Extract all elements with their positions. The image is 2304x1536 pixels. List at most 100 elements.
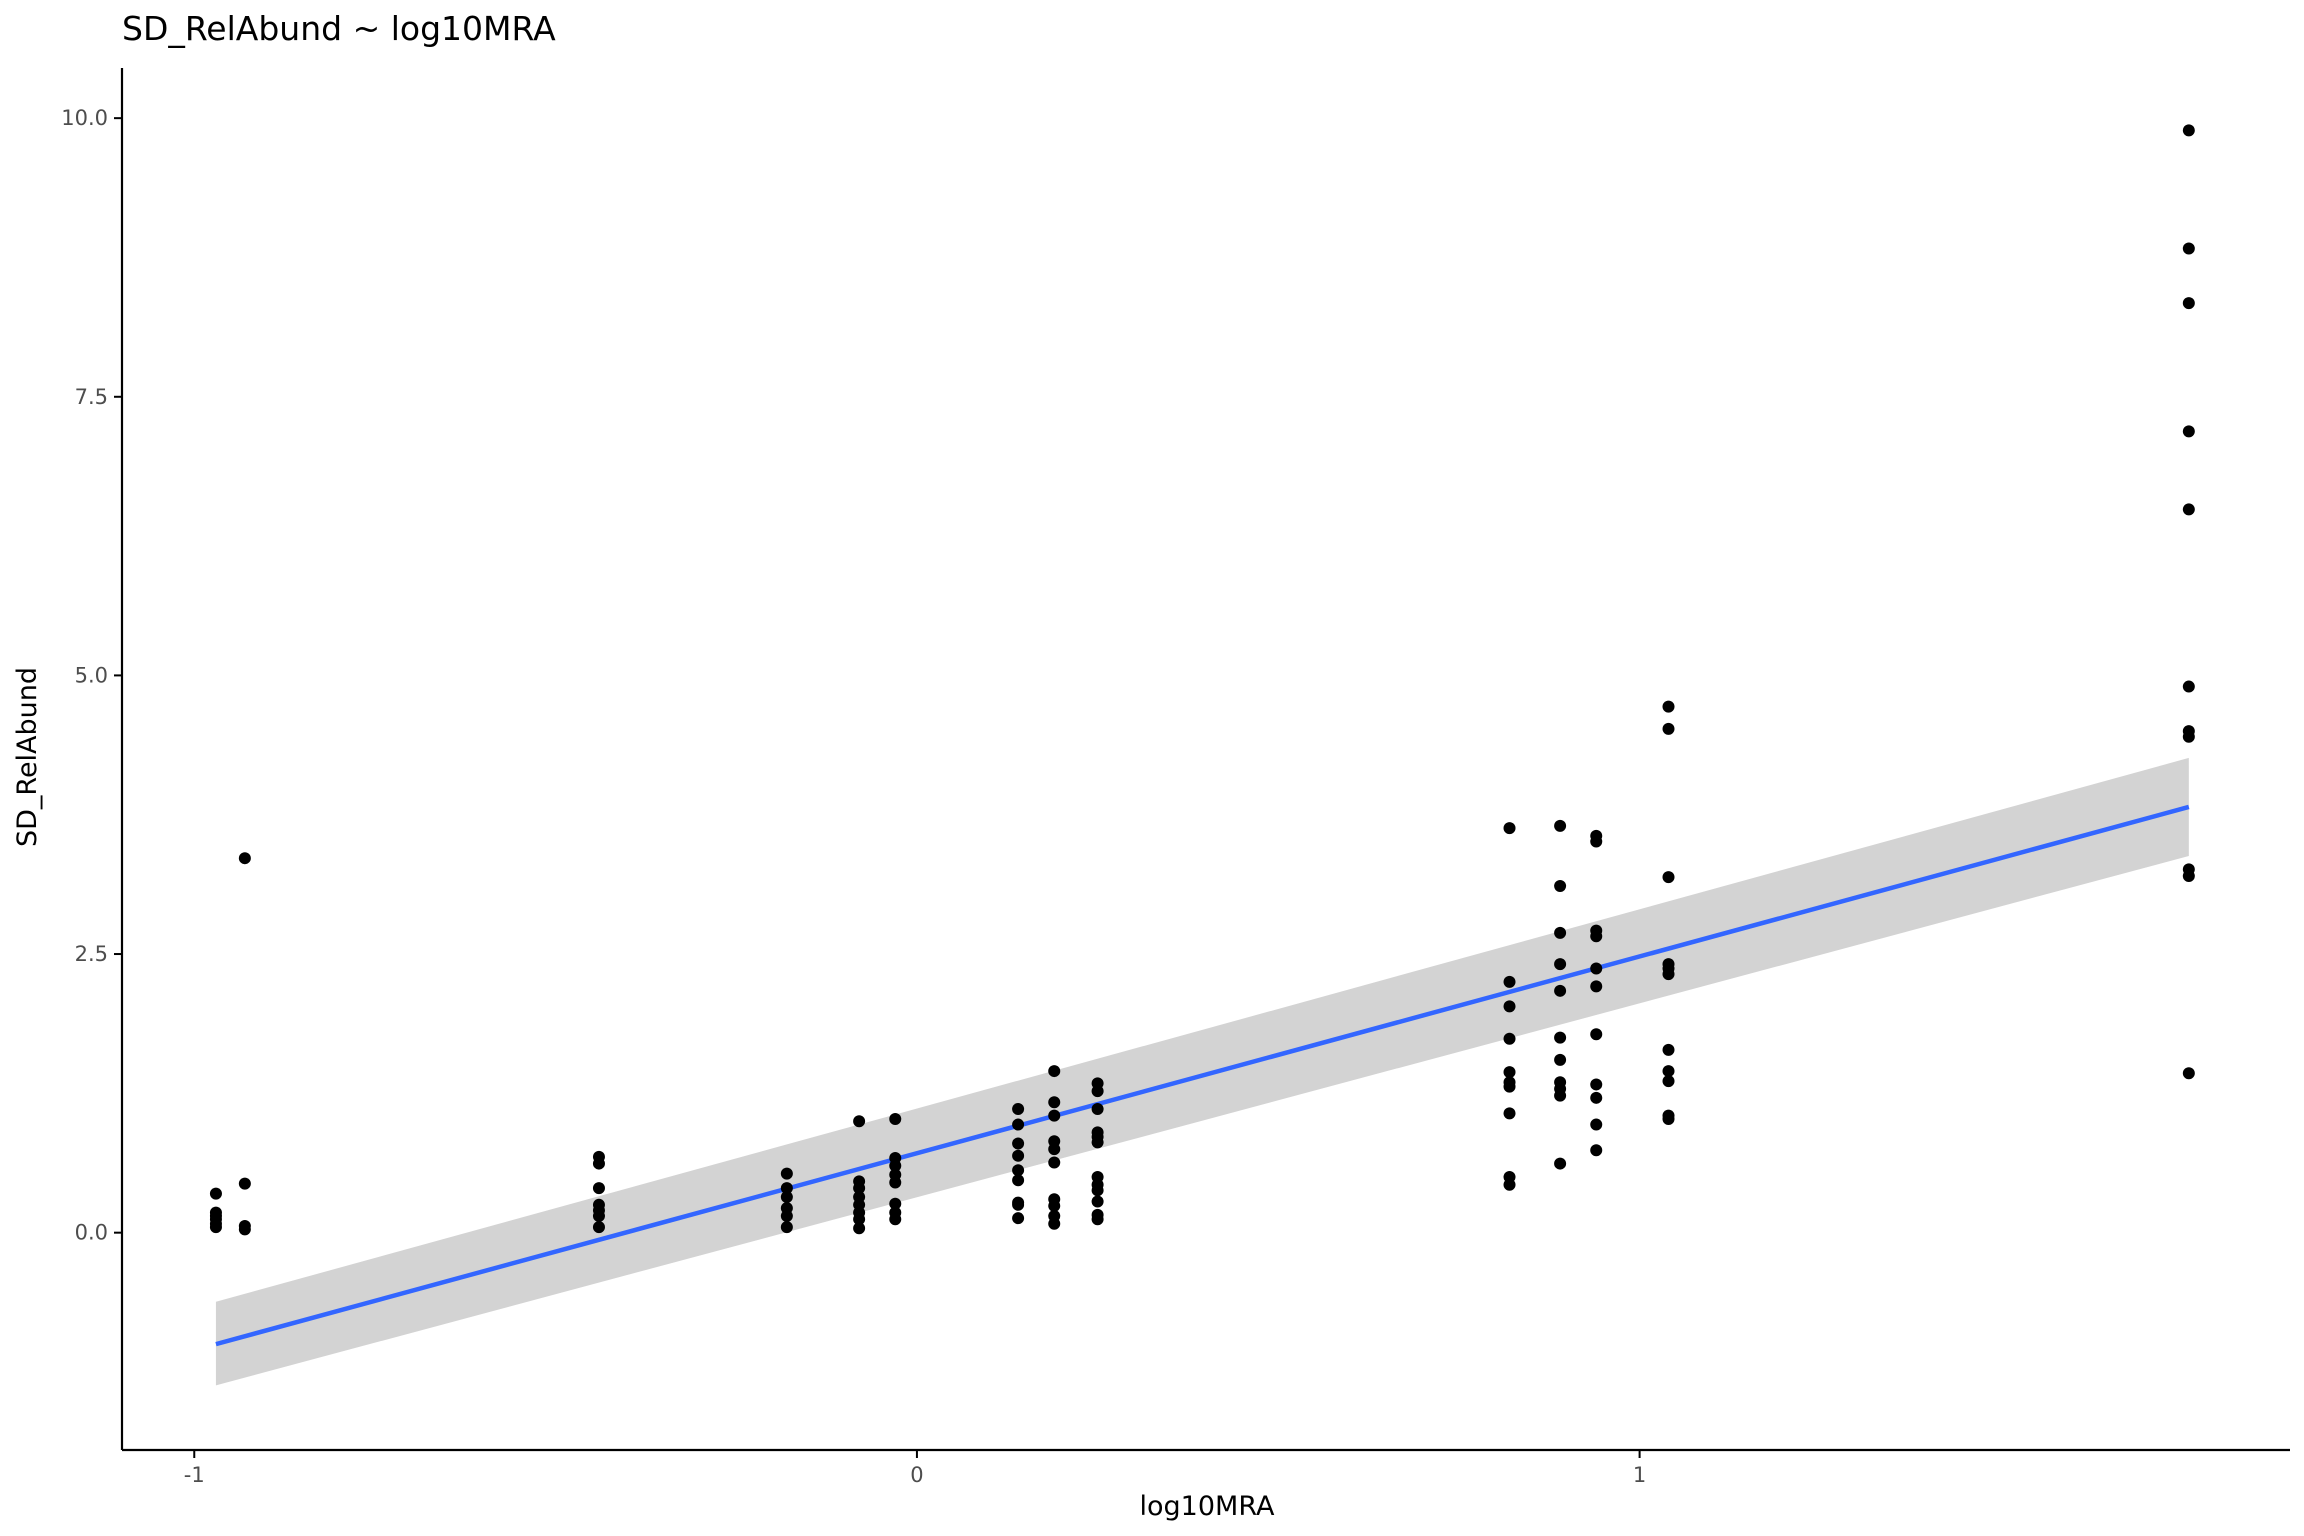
data-point (1554, 1157, 1567, 1170)
data-point (1048, 1065, 1061, 1078)
data-point (1662, 871, 1675, 884)
y-tick-label: 0.0 (75, 1221, 108, 1245)
data-point (2182, 297, 2195, 310)
data-points (209, 124, 2195, 1236)
data-point (592, 1157, 605, 1170)
y-axis-title: SD_RelAbund (12, 667, 43, 847)
data-point (1590, 930, 1603, 943)
data-point (1662, 968, 1675, 981)
data-point (1048, 1143, 1061, 1156)
data-point (209, 1187, 222, 1200)
data-point (780, 1221, 793, 1234)
confidence-band-layer (215, 757, 2189, 1386)
data-point (853, 1182, 866, 1195)
data-point (1503, 1178, 1516, 1191)
data-point (2182, 730, 2195, 743)
data-point (1554, 819, 1567, 832)
data-point (1012, 1212, 1025, 1225)
data-point (1091, 1136, 1104, 1149)
data-point (1590, 1028, 1603, 1041)
data-point (1012, 1137, 1025, 1150)
data-point (1662, 1112, 1675, 1125)
data-point (889, 1176, 902, 1189)
data-point (1091, 1213, 1104, 1226)
data-point (780, 1191, 793, 1204)
confidence-band (215, 757, 2189, 1386)
data-point (1048, 1096, 1061, 1109)
y-tick-label: 7.5 (75, 385, 108, 409)
data-point (238, 1177, 251, 1190)
data-point (1662, 722, 1675, 735)
data-point (1662, 700, 1675, 713)
data-point (1048, 1217, 1061, 1230)
data-point (889, 1112, 902, 1125)
data-point (1590, 1091, 1603, 1104)
data-point (592, 1209, 605, 1222)
data-point (1590, 962, 1603, 975)
data-point (1503, 1080, 1516, 1093)
data-point (1012, 1102, 1025, 1115)
data-point (1503, 1000, 1516, 1013)
chart-title: SD_RelAbund ~ log10MRA (122, 9, 556, 48)
data-point (1554, 958, 1567, 971)
data-point (1590, 835, 1603, 848)
data-point (780, 1167, 793, 1180)
data-point (1662, 1075, 1675, 1088)
data-point (2182, 870, 2195, 883)
data-point (1554, 1053, 1567, 1066)
data-point (1662, 1043, 1675, 1056)
data-point (209, 1221, 222, 1234)
data-point (1091, 1184, 1104, 1197)
data-point (780, 1182, 793, 1195)
data-point (1012, 1164, 1025, 1177)
data-point (889, 1197, 902, 1210)
data-point (1503, 1107, 1516, 1120)
data-point (853, 1213, 866, 1226)
data-point (2182, 1067, 2195, 1080)
data-point (1048, 1156, 1061, 1169)
axes: 0.0 2.5 5.0 7.5 10.0 -1 0 1 (61, 68, 2290, 1487)
data-point (1554, 1089, 1567, 1102)
x-tick-label: 1 (1633, 1463, 1646, 1487)
regression-line-layer (215, 804, 2190, 1347)
data-point (780, 1209, 793, 1222)
data-point (1503, 1066, 1516, 1079)
y-tick-label: 5.0 (75, 663, 108, 687)
data-point (1662, 1065, 1675, 1078)
data-point (238, 1223, 251, 1236)
data-point (1590, 1118, 1603, 1131)
data-point (2182, 242, 2195, 255)
data-point (1503, 822, 1516, 835)
data-point (1048, 1199, 1061, 1212)
x-tick-label: -1 (184, 1463, 205, 1487)
y-tick-label: 10.0 (61, 106, 108, 130)
data-point (1554, 926, 1567, 939)
data-point (1012, 1198, 1025, 1211)
data-point (1590, 1144, 1603, 1157)
data-point (889, 1213, 902, 1226)
data-point (2182, 680, 2195, 693)
data-point (592, 1182, 605, 1195)
data-point (853, 1115, 866, 1128)
data-point (1012, 1118, 1025, 1131)
data-point (1012, 1149, 1025, 1162)
data-point (1503, 975, 1516, 988)
data-point (1554, 1031, 1567, 1044)
x-tick-label: 0 (910, 1463, 923, 1487)
data-point (853, 1222, 866, 1235)
data-point (1590, 1078, 1603, 1091)
data-point (1091, 1085, 1104, 1098)
data-point (2182, 503, 2195, 516)
data-point (1554, 880, 1567, 893)
data-point (2182, 124, 2195, 137)
data-point (238, 852, 251, 865)
data-point (1091, 1195, 1104, 1208)
data-point (592, 1221, 605, 1234)
data-point (1012, 1174, 1025, 1187)
y-tick-label: 2.5 (75, 942, 108, 966)
data-point (1503, 1032, 1516, 1045)
data-point (1048, 1109, 1061, 1122)
data-point (889, 1159, 902, 1172)
x-axis-title: log10MRA (1140, 1491, 1275, 1522)
